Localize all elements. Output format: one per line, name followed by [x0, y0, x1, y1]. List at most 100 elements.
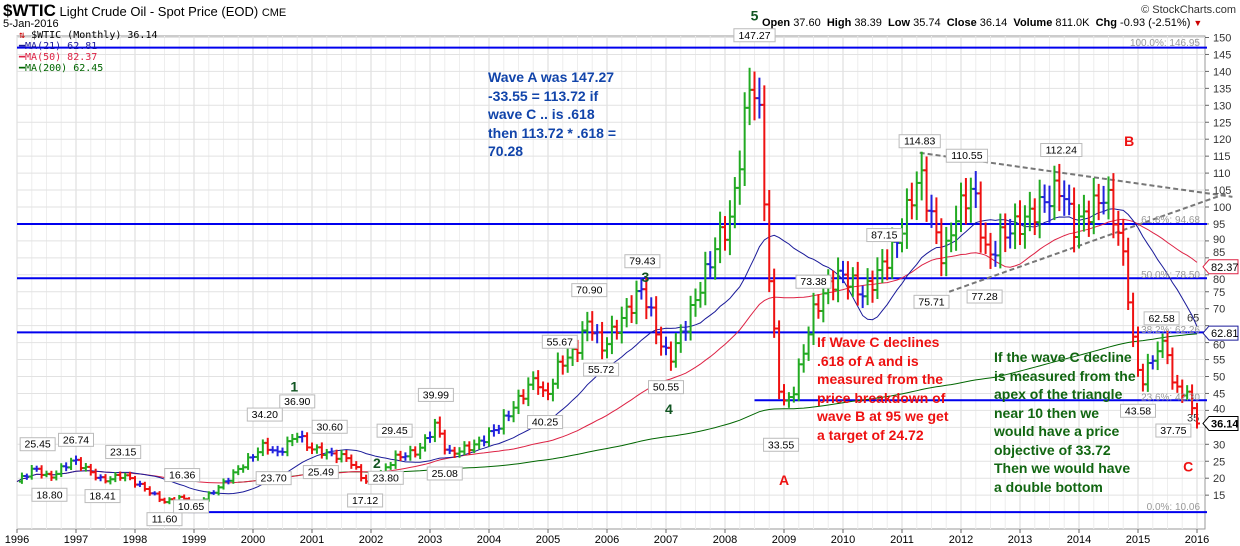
y-tick-label: 30 — [1213, 439, 1225, 451]
open-value: 37.60 — [793, 17, 821, 29]
y-tick-label-group: 125 — [1213, 117, 1231, 129]
y-tick-label-group: 95 — [1213, 219, 1225, 231]
y-tick-label-group: 135 — [1213, 83, 1231, 95]
x-tick-label: 2003 — [418, 534, 442, 546]
high-label: High — [826, 17, 852, 29]
x-tick-label: 2002 — [359, 534, 383, 546]
y-tick-label-group: 60 — [1213, 340, 1225, 352]
fib-label: 0.0%: 10.06 — [1147, 502, 1201, 513]
note-line: then 113.72 * .618 = — [488, 124, 617, 141]
price-label-box — [376, 423, 413, 438]
price-label: 33.55 — [768, 439, 794, 451]
legend-ma21-text: MA(21) 62.81 — [25, 41, 98, 52]
legend: ⇅ $WTIC (Monthly) 36.14 ━MA(21) 62.81 ━M… — [19, 30, 158, 74]
y-tick-label: 95 — [1213, 219, 1225, 231]
y-tick-label-group: 55 — [1213, 355, 1225, 367]
price-label: 50.55 — [653, 382, 679, 394]
y-tick-label: 90 — [1213, 234, 1225, 246]
note-line: wave B at 95 we get — [817, 408, 949, 424]
y-tick-label: 135 — [1213, 83, 1231, 95]
price-label-group: 37.75 — [1155, 423, 1192, 438]
price-label-box — [426, 466, 463, 481]
y-tick-label: 60 — [1213, 340, 1225, 352]
x-tick-label: 1998 — [123, 534, 147, 546]
price-label-group: 43.58 — [1120, 403, 1156, 418]
wave-label: 4 — [665, 401, 673, 417]
note-line: would have a price — [994, 423, 1120, 439]
price-label-group: 110.55 — [945, 148, 988, 163]
last-value-tag-group: 82.37 — [1202, 259, 1239, 275]
price-label: 39.99 — [423, 389, 449, 401]
note-line: wave C .. is .618 — [488, 106, 595, 122]
legend-main: ⇅ $WTIC (Monthly) 36.14 — [19, 30, 158, 41]
x-tick-label: 2007 — [654, 534, 678, 546]
price-label-box — [19, 437, 56, 452]
y-tick-label: 15 — [1213, 490, 1225, 502]
y-tick-label-group: 75 — [1213, 287, 1225, 299]
last-value-label: 36.14 — [1211, 418, 1239, 430]
price-label-box — [1155, 423, 1192, 438]
price-label: 25.45 — [25, 439, 51, 451]
price-label-box — [866, 228, 903, 243]
y-tick-label-group: 15 — [1213, 490, 1225, 502]
wave-label-group: 5 — [751, 8, 759, 24]
x-tick-label: 2013 — [1008, 534, 1032, 546]
price-label-box — [541, 334, 578, 349]
wave-label: 2 — [373, 455, 381, 471]
note-line: If Wave C declines — [817, 334, 940, 350]
price-label-group: 112.24 — [1040, 143, 1083, 158]
y-tick-label: 50 — [1213, 372, 1225, 384]
y-tick-label-group: 120 — [1213, 134, 1231, 146]
copyright: © StockCharts.com — [1141, 4, 1236, 16]
price-label: 23.70 — [261, 473, 287, 485]
chg-value: -0.93 (-2.51%) — [1120, 17, 1191, 29]
y-tick-label: 100 — [1213, 202, 1231, 214]
low-value: 35.74 — [913, 17, 941, 29]
y-tick-label: 130 — [1213, 100, 1231, 112]
fib-label: 23.6%: 42.30 — [1141, 393, 1200, 404]
fib-label-group: 100.0%: 146.95 — [1130, 38, 1200, 49]
price-label-box — [966, 289, 1003, 304]
x-tick-label: 2008 — [713, 534, 737, 546]
price-label-group: 40.25 — [527, 415, 564, 430]
price-label: 77.28 — [971, 291, 997, 303]
price-label-box — [913, 294, 950, 309]
price-label: 73.38 — [800, 276, 826, 288]
note-line: apex of the triangle — [994, 386, 1123, 402]
price-label-box — [648, 380, 684, 395]
y-tick-label-group: 115 — [1213, 151, 1231, 163]
price-label: 112.24 — [1046, 145, 1077, 157]
x-tick-label: 2000 — [241, 534, 265, 546]
wave-label-group: 3 — [641, 269, 649, 285]
price-label-group: 16.36 — [164, 468, 201, 483]
y-tick-label: 75 — [1213, 287, 1225, 299]
last-value-tag — [1202, 415, 1239, 431]
price-label-group: 25.49 — [302, 465, 339, 480]
price-label: 29.45 — [381, 425, 407, 437]
wave-a-note: Wave A was 147.27 -33.55 = 113.72 if wave … — [488, 68, 616, 161]
wave-label-group: 4 — [665, 401, 673, 417]
fib-label-group: 38.2%: 62.26 — [1141, 325, 1200, 336]
fib-label-group: 0.0%: 10.06 — [1147, 502, 1201, 513]
price-label-box — [105, 445, 142, 460]
price-label-box — [1143, 311, 1180, 326]
note-line: a double bottom — [994, 478, 1103, 495]
price-label-box — [173, 499, 210, 514]
wave-label-group: A — [779, 472, 789, 488]
last-value-tag-group: 62.81 — [1202, 325, 1239, 341]
price-label-box — [302, 465, 339, 480]
wave-label: A — [779, 472, 789, 488]
price-label: 40.25 — [532, 417, 558, 429]
chart-title: $WTIC Light Crude Oil - Spot Price (EOD)… — [3, 1, 286, 21]
note-line: price breakdown of — [817, 389, 946, 406]
note-line: a target of 24.72 — [817, 426, 924, 443]
note-line: -33.55 = 113.72 if — [488, 87, 599, 104]
note-line: If the wave C decline — [994, 349, 1132, 365]
wave-label: 1 — [290, 379, 298, 395]
down-arrow-icon: ▼ — [1193, 18, 1203, 28]
wave-label-group: B — [1124, 133, 1134, 149]
price-label-group: 17.12 — [347, 493, 384, 508]
price-label: 79.43 — [629, 256, 655, 268]
y-tick-label-group: 145 — [1213, 49, 1231, 61]
green-note: If the wave C decline is measured from th… — [994, 348, 1136, 496]
